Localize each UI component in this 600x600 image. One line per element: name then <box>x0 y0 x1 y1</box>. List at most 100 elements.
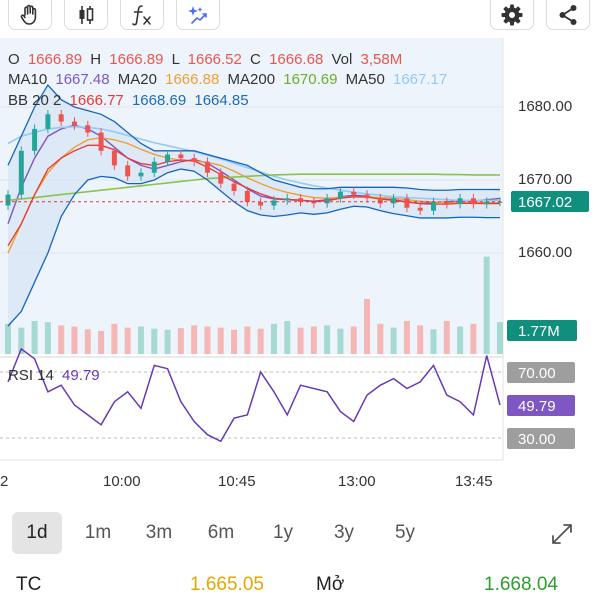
volume-bar <box>310 326 317 354</box>
volume-bar <box>204 326 211 354</box>
volume-bar <box>244 326 251 354</box>
period-1d[interactable]: 1d <box>12 512 62 554</box>
gear-icon <box>501 4 523 25</box>
volume-bar <box>191 325 198 354</box>
candle-body <box>298 198 304 202</box>
current-volume-value: 1.77M <box>518 323 560 340</box>
open-price-value: 1.668.04 <box>484 574 558 595</box>
volume-bar <box>71 326 78 354</box>
open-label: O <box>8 51 20 68</box>
volume-bar <box>483 256 490 354</box>
bb-upper-value: 1668.69 <box>132 92 186 109</box>
volume-bar <box>217 327 224 354</box>
volume-bar <box>111 323 118 354</box>
share-button[interactable] <box>546 0 590 30</box>
volume-bar <box>497 322 503 354</box>
low-value: 1666.52 <box>188 51 242 68</box>
ohlc-legend: O 1666.89 H 1666.89 L 1666.52 C 1666.68 … <box>8 51 402 68</box>
period-3m[interactable]: 3m <box>145 522 173 543</box>
tc-label: TC <box>16 574 42 595</box>
candle-body <box>138 172 144 177</box>
rsi-line <box>7 347 501 443</box>
volume-bar <box>337 328 344 354</box>
volume-bar <box>164 329 171 354</box>
period-5y[interactable]: 5y <box>394 522 416 543</box>
volume-bar <box>257 328 264 354</box>
period-1y[interactable]: 1y <box>272 522 294 543</box>
smart-draw-button[interactable] <box>176 0 220 30</box>
period-1m[interactable]: 1m <box>84 522 112 543</box>
bb-mid-value: 1666.77 <box>70 92 124 109</box>
candle-body <box>271 200 277 206</box>
volume-bar <box>44 322 51 354</box>
volume-bar <box>377 323 384 354</box>
time-tick-1300: 13:00 <box>338 473 376 490</box>
candle-body <box>71 121 77 126</box>
candle-body <box>470 198 476 205</box>
ma10-label: MA10 <box>8 71 47 88</box>
candle-body <box>484 201 490 205</box>
series-line-bb-middle <box>7 144 501 247</box>
candle-body <box>391 198 397 204</box>
ma-legend: MA10 1667.48 MA20 1666.88 MA200 1670.69 … <box>8 71 447 88</box>
current-price-tag <box>511 191 589 212</box>
volume-bar <box>417 325 424 354</box>
rsi-current-value: 49.79 <box>518 398 556 415</box>
volume-bar <box>297 327 304 354</box>
price-chart[interactable]: O 1666.89 H 1666.89 L 1666.52 C 1666.68 … <box>0 38 600 500</box>
rsi-legend: RSI 14 49.79 <box>8 367 100 384</box>
bb-label: BB 20 2 <box>8 92 61 109</box>
candle-body <box>45 114 51 129</box>
candle-body <box>191 158 197 162</box>
period-3y[interactable]: 3y <box>333 522 355 543</box>
time-tick-1000: 10:00 <box>103 473 141 490</box>
volume-bar <box>58 325 65 354</box>
volume-value: 3,58M <box>361 51 403 68</box>
indicator-button[interactable] <box>120 0 164 30</box>
candle-body <box>98 132 104 151</box>
candle-body <box>324 198 330 204</box>
volume-bar <box>403 321 410 354</box>
candle-body <box>204 161 210 173</box>
candle-body <box>218 172 224 184</box>
volume-bars <box>5 256 503 354</box>
bb-legend: BB 20 2 1666.77 1668.69 1664.85 <box>8 92 249 109</box>
rsi-upper-value: 70.00 <box>518 365 556 382</box>
candle-body <box>58 114 64 122</box>
volume-bar <box>84 329 91 354</box>
hand-tool-button[interactable] <box>8 0 52 30</box>
bb-lower-value: 1664.85 <box>194 92 248 109</box>
period-6m[interactable]: 6m <box>207 522 235 543</box>
current-price-value: 1667.02 <box>518 194 572 211</box>
moving-average-lines <box>7 84 501 327</box>
candle-body <box>18 150 24 195</box>
candle-body <box>258 201 264 206</box>
candle-body <box>178 154 184 159</box>
candle-body <box>431 201 437 211</box>
candlesticks <box>5 109 503 216</box>
volume-bar <box>364 299 371 354</box>
low-label: L <box>172 51 180 68</box>
ma10-value: 1667.48 <box>55 71 109 88</box>
rsi-current-tag <box>507 395 575 416</box>
candle-body <box>32 128 38 151</box>
rsi-lower-value: 30.00 <box>518 431 556 448</box>
high-value: 1666.89 <box>109 51 163 68</box>
volume-bar <box>470 323 477 354</box>
candle-type-button[interactable] <box>64 0 108 30</box>
volume-bar <box>350 326 357 354</box>
ma50-value: 1667.17 <box>393 71 447 88</box>
candle-body <box>351 191 357 195</box>
time-tick-1345: 13:45 <box>455 473 493 490</box>
rsi-label: RSI 14 <box>8 367 54 384</box>
series-line-ma200 <box>7 173 501 202</box>
sparkle-icon <box>188 5 207 24</box>
candle-body <box>5 194 11 206</box>
volume-bar <box>430 329 437 354</box>
rsi-lower-tag <box>507 428 575 449</box>
period-selector: 1d 1m 3m 6m 1y 3y 5y <box>0 512 600 556</box>
settings-button[interactable] <box>490 0 534 30</box>
volume-bar <box>137 326 144 354</box>
expand-icon[interactable] <box>548 520 576 548</box>
candle-body <box>125 165 131 177</box>
